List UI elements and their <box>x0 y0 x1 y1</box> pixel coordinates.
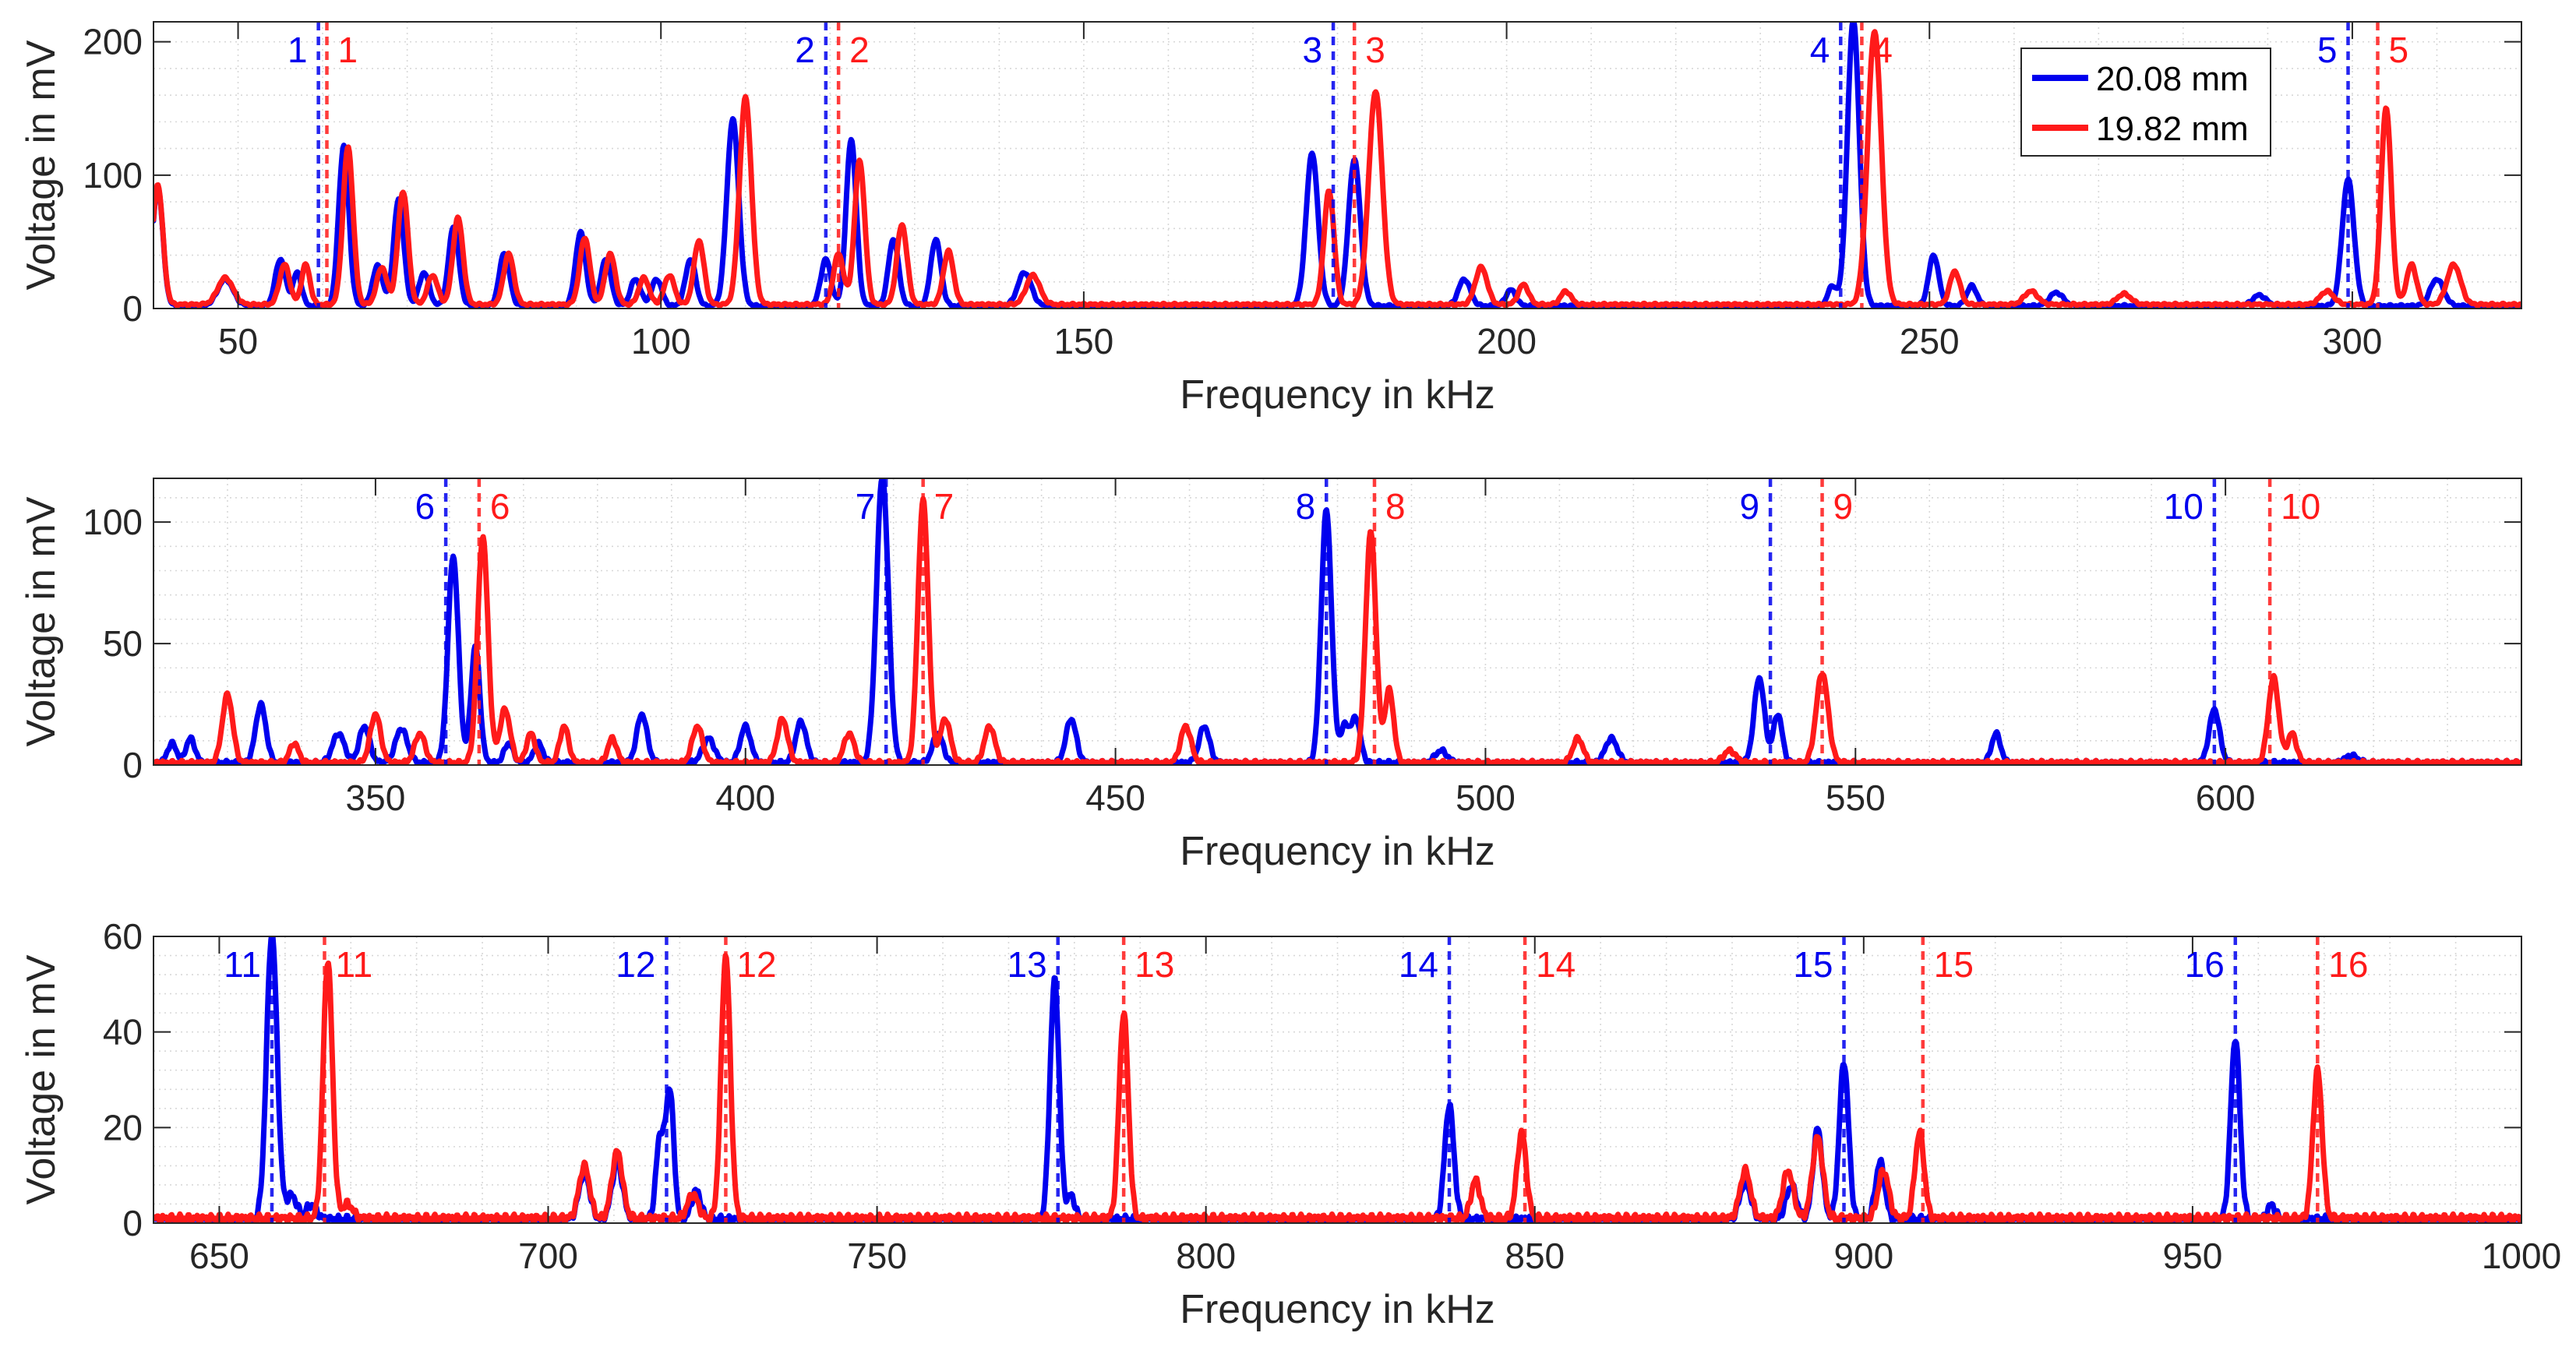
x-axis-label: Frequency in kHz <box>1180 829 1495 874</box>
marker-label-red: 13 <box>1134 944 1174 985</box>
marker-label-blue: 3 <box>1302 30 1322 70</box>
x-tick-label: 950 <box>2163 1236 2223 1276</box>
panel-1: 1 1 2 2 3 3 4 4 5 550 100 150 200 250 3000100200Freque… <box>19 21 2522 418</box>
y-tick-label: 40 <box>103 1012 143 1052</box>
panel-2: 6 6 7 7 8 8 9 9 10 10 350 400 450 500 550 600 0 50 100 Freq… <box>19 478 2522 874</box>
marker-label-blue: 16 <box>2185 944 2225 985</box>
x-tick-label: 750 <box>847 1236 907 1276</box>
x-tick-label: 200 <box>1477 321 1537 361</box>
marker-label-blue: 15 <box>1793 944 1833 985</box>
marker-label-red: 15 <box>1934 944 1974 985</box>
marker-label-blue: 4 <box>1810 30 1830 70</box>
marker-label-blue: 6 <box>415 486 436 527</box>
grid <box>153 936 2521 1223</box>
axes-box <box>153 478 2522 766</box>
marker-label-blue: 13 <box>1007 944 1047 985</box>
marker-label-red: 1 <box>337 30 358 70</box>
marker-label-red: 4 <box>1872 30 1893 70</box>
series-line-red <box>154 29 2521 309</box>
y-axis-label: Voltage in mV <box>19 40 64 290</box>
x-tick-label: 450 <box>1085 777 1145 818</box>
y-tick-label: 50 <box>103 623 143 664</box>
series-group <box>154 22 2521 309</box>
x-tick-label: 1000 <box>2482 1236 2561 1276</box>
marker-label-red: 8 <box>1385 486 1406 527</box>
y-tick-label: 20 <box>103 1107 143 1148</box>
marker-label-blue: 11 <box>224 944 261 985</box>
marker-label-red: 2 <box>849 30 870 70</box>
marker-label-blue: 7 <box>856 486 876 527</box>
marker-label-red: 12 <box>736 944 776 985</box>
marker-label-red: 7 <box>934 486 955 527</box>
y-axis-label: Voltage in mV <box>19 954 64 1204</box>
marker-label-red: 10 <box>2281 486 2320 527</box>
x-tick-label: 650 <box>189 1236 249 1276</box>
marker-label-blue: 8 <box>1296 486 1316 527</box>
legend-entry-red: 19.82 mm <box>2096 110 2249 148</box>
marker-label-red: 3 <box>1365 30 1385 70</box>
series-line-red <box>154 495 2521 765</box>
x-tick-label: 550 <box>1826 777 1886 818</box>
x-tick-label: 300 <box>2323 321 2383 361</box>
marker-label-blue: 12 <box>616 944 655 985</box>
marker-label-red: 9 <box>1833 486 1854 527</box>
x-tick-label: 250 <box>1900 321 1960 361</box>
legend: 20.08 mm 19.82 mm <box>2020 48 2271 157</box>
axes-box <box>153 21 2522 309</box>
x-tick-label: 850 <box>1505 1236 1565 1276</box>
legend-entry-blue: 20.08 mm <box>2096 60 2249 98</box>
x-tick-label: 900 <box>1833 1236 1893 1276</box>
marker-label-blue: 1 <box>288 30 308 70</box>
y-tick-label: 200 <box>83 22 143 62</box>
marker-label-blue: 10 <box>2164 486 2204 527</box>
x-tick-label: 800 <box>1176 1236 1236 1276</box>
marker-label-blue: 2 <box>795 30 815 70</box>
legend-box <box>2020 48 2271 157</box>
y-tick-label: 0 <box>122 288 143 329</box>
marker-label-blue: 9 <box>1739 486 1759 527</box>
y-tick-label: 60 <box>103 916 143 957</box>
panel-3: 11 11 12 12 13 13 14 14 15 15 16 16 650 700 750 800 850 9… <box>19 916 2561 1332</box>
axes-box <box>153 936 2522 1224</box>
marker-label-blue: 14 <box>1399 944 1438 985</box>
x-tick-label: 500 <box>1456 777 1516 818</box>
x-tick-label: 700 <box>518 1236 578 1276</box>
y-tick-label: 0 <box>122 745 143 785</box>
marker-label-red: 11 <box>335 944 372 985</box>
marker-label-blue: 5 <box>2317 30 2338 70</box>
x-axis-label: Frequency in kHz <box>1180 372 1495 418</box>
marker-label-red: 5 <box>2388 30 2408 70</box>
marker-label-red: 14 <box>1536 944 1576 985</box>
y-tick-label: 100 <box>83 502 143 542</box>
x-tick-label: 150 <box>1054 321 1114 361</box>
x-tick-label: 400 <box>715 777 775 818</box>
x-axis-label: Frequency in kHz <box>1180 1287 1495 1332</box>
y-tick-label: 100 <box>83 155 143 196</box>
y-tick-label: 0 <box>122 1203 143 1243</box>
y-axis-label: Voltage in mV <box>19 496 64 746</box>
x-tick-label: 600 <box>2196 777 2256 818</box>
series-group <box>154 478 2521 765</box>
x-tick-label: 100 <box>631 321 691 361</box>
marker-label-red: 16 <box>2328 944 2368 985</box>
x-tick-label: 50 <box>218 321 258 361</box>
marker-label-red: 6 <box>490 486 510 527</box>
x-tick-label: 350 <box>346 777 406 818</box>
